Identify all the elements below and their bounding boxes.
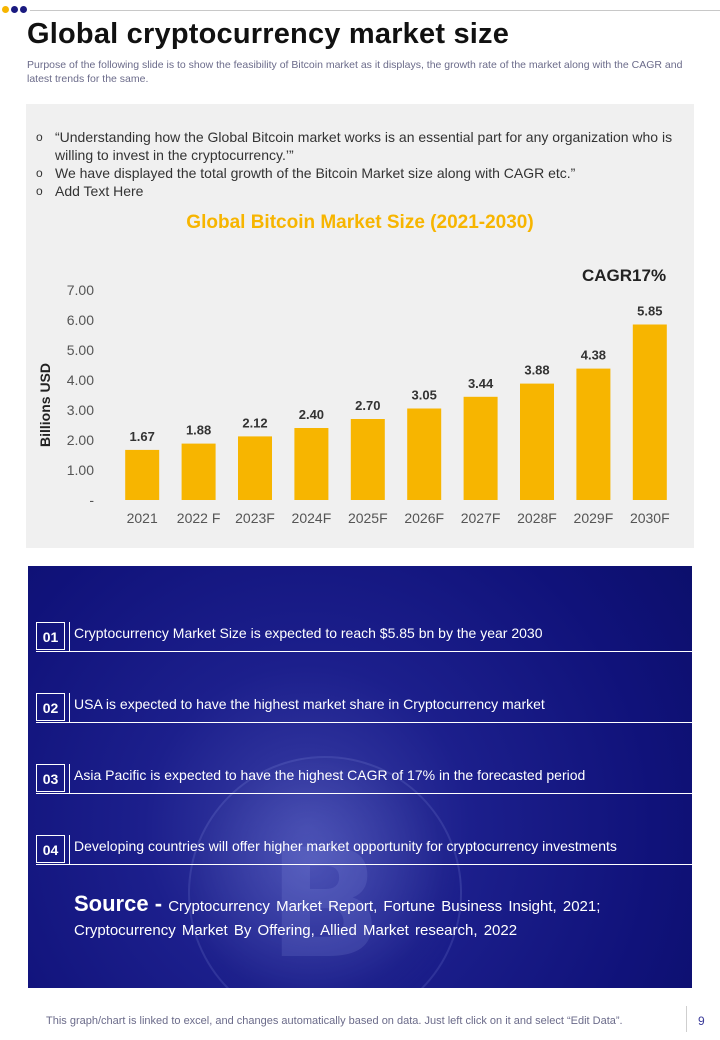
- circle-bullet-icon: o: [36, 166, 43, 180]
- y-tick-label: 4.00: [67, 372, 94, 388]
- highlights-panel: B 01 Cryptocurrency Market Size is expec…: [28, 566, 692, 988]
- y-tick-label: 1.00: [67, 462, 94, 478]
- bullet-text: “Understanding how the Global Bitcoin ma…: [55, 129, 673, 163]
- data-label: 3.44: [468, 376, 494, 391]
- highlight-row: 04 Developing countries will offer highe…: [36, 834, 692, 865]
- x-tick-label: 2027F: [461, 510, 501, 526]
- highlight-number: 02: [36, 693, 70, 723]
- data-label: 2.40: [299, 407, 324, 422]
- bullet-text: We have displayed the total growth of th…: [55, 165, 576, 181]
- x-tick-label: 2030F: [630, 510, 670, 526]
- bullet-list: o “Understanding how the Global Bitcoin m…: [36, 128, 676, 200]
- y-tick-label: 6.00: [67, 312, 94, 328]
- brand-dots: [2, 6, 27, 13]
- data-label: 2.12: [242, 415, 267, 430]
- x-tick-label: 2026F: [404, 510, 444, 526]
- bar[interactable]: [520, 383, 554, 500]
- y-tick-label: 3.00: [67, 402, 94, 418]
- x-tick-label: 2021: [127, 510, 158, 526]
- y-tick-label: -: [89, 492, 94, 508]
- y-tick-label: 5.00: [67, 342, 94, 358]
- data-label: 1.88: [186, 423, 211, 438]
- bullet-item: o We have displayed the total growth of t…: [36, 164, 676, 182]
- highlight-row: 02 USA is expected to have the highest m…: [36, 692, 692, 723]
- bar[interactable]: [632, 324, 667, 501]
- source-label: Source -: [74, 891, 163, 916]
- navy-dot-icon: [11, 6, 18, 13]
- bar[interactable]: [181, 443, 216, 500]
- circle-bullet-icon: o: [36, 184, 43, 198]
- page-subtitle: Purpose of the following slide is to sho…: [27, 59, 683, 85]
- footer-note: This graph/chart is linked to excel, and…: [46, 1015, 623, 1027]
- page-number: 9: [698, 1014, 705, 1028]
- x-tick-label: 2023F: [235, 510, 275, 526]
- highlight-text: Asia Pacific is expected to have the hig…: [74, 767, 586, 783]
- data-label: 1.67: [130, 429, 155, 444]
- circle-bullet-icon: o: [36, 130, 43, 144]
- y-tick-label: 7.00: [67, 282, 94, 298]
- highlight-text: Developing countries will offer higher m…: [74, 838, 617, 854]
- data-label: 4.38: [581, 348, 606, 363]
- bar[interactable]: [294, 428, 329, 500]
- page-divider: [686, 1006, 687, 1032]
- bullet-text: Add Text Here: [55, 183, 144, 199]
- bar[interactable]: [125, 449, 160, 500]
- navy-dot-icon: [20, 6, 27, 13]
- x-tick-label: 2028F: [517, 510, 557, 526]
- x-tick-label: 2029F: [574, 510, 614, 526]
- highlight-text: Cryptocurrency Market Size is expected t…: [74, 625, 543, 641]
- data-label: 3.05: [412, 388, 437, 403]
- data-label: 2.70: [355, 398, 380, 413]
- bar[interactable]: [463, 396, 498, 500]
- highlight-number: 01: [36, 622, 70, 652]
- chart-panel: o “Understanding how the Global Bitcoin m…: [26, 104, 694, 548]
- page-title: Global cryptocurrency market size: [27, 18, 510, 50]
- chart-title: Global Bitcoin Market Size (2021-2030): [186, 212, 534, 233]
- highlight-row: 03 Asia Pacific is expected to have the …: [36, 763, 692, 794]
- top-divider: [30, 10, 720, 11]
- x-tick-label: 2022 F: [177, 510, 221, 526]
- data-label: 5.85: [637, 304, 662, 319]
- source-note: Source - Cryptocurrency Market Report, F…: [74, 892, 674, 943]
- source-text: Cryptocurrency Market Report, Fortune Bu…: [74, 898, 601, 939]
- bar[interactable]: [576, 368, 611, 500]
- cagr-label[interactable]: CAGR17%: [582, 266, 667, 285]
- highlight-number: 03: [36, 764, 70, 794]
- highlight-text: USA is expected to have the highest mark…: [74, 696, 545, 712]
- x-tick-label: 2025F: [348, 510, 388, 526]
- highlight-number: 04: [36, 835, 70, 865]
- bar-chart[interactable]: - 1.00 2.00 3.00 4.00 5.00 6.00 7.00 Billions US…: [26, 274, 694, 536]
- highlight-row: 01 Cryptocurrency Market Size is expecte…: [36, 621, 692, 652]
- bar[interactable]: [350, 419, 385, 500]
- y-tick-label: 2.00: [67, 432, 94, 448]
- yellow-dot-icon: [2, 6, 9, 13]
- data-label: 3.88: [524, 363, 549, 378]
- bar[interactable]: [407, 408, 442, 501]
- bar[interactable]: [238, 436, 272, 500]
- y-axis-title: Billions USD: [37, 363, 53, 447]
- bullet-item: o “Understanding how the Global Bitcoin m…: [36, 128, 676, 164]
- bullet-item: o Add Text Here: [36, 182, 676, 200]
- x-tick-label: 2024F: [292, 510, 332, 526]
